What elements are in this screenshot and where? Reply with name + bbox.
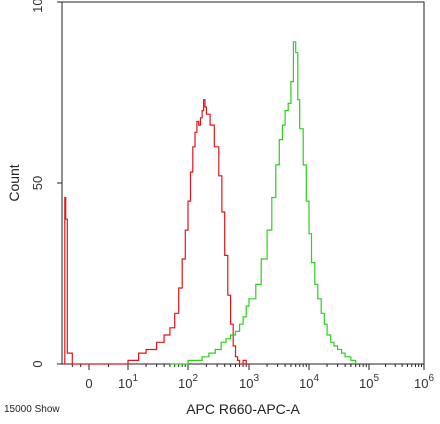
y-tick-label-2: 100 <box>30 0 45 13</box>
x-tick-label-2: 102 <box>178 373 198 391</box>
x-tick-label-5: 105 <box>359 373 379 391</box>
footer-text: 15000 Show <box>4 404 60 415</box>
series-line-0 <box>64 99 249 365</box>
y-tick-label-1: 50 <box>30 176 45 190</box>
x-axis-title: APC R660-APC-A <box>186 401 300 417</box>
x-tick-label-0: 0 <box>85 376 92 391</box>
series-layer <box>64 41 357 365</box>
x-tick-label-6: 106 <box>414 373 434 391</box>
x-tick-label-4: 104 <box>299 373 319 391</box>
x-tick-label-1: 101 <box>118 373 138 391</box>
x-axis: 0 101 102 103 104 105 106 <box>71 364 434 391</box>
y-axis-title: Count <box>6 164 22 201</box>
y-axis: 0 50 100 <box>30 0 62 368</box>
series-line-1 <box>169 41 357 365</box>
x-tick-label-3: 103 <box>239 373 259 391</box>
y-tick-label-0: 0 <box>30 360 45 367</box>
plot-frame <box>61 1 425 365</box>
